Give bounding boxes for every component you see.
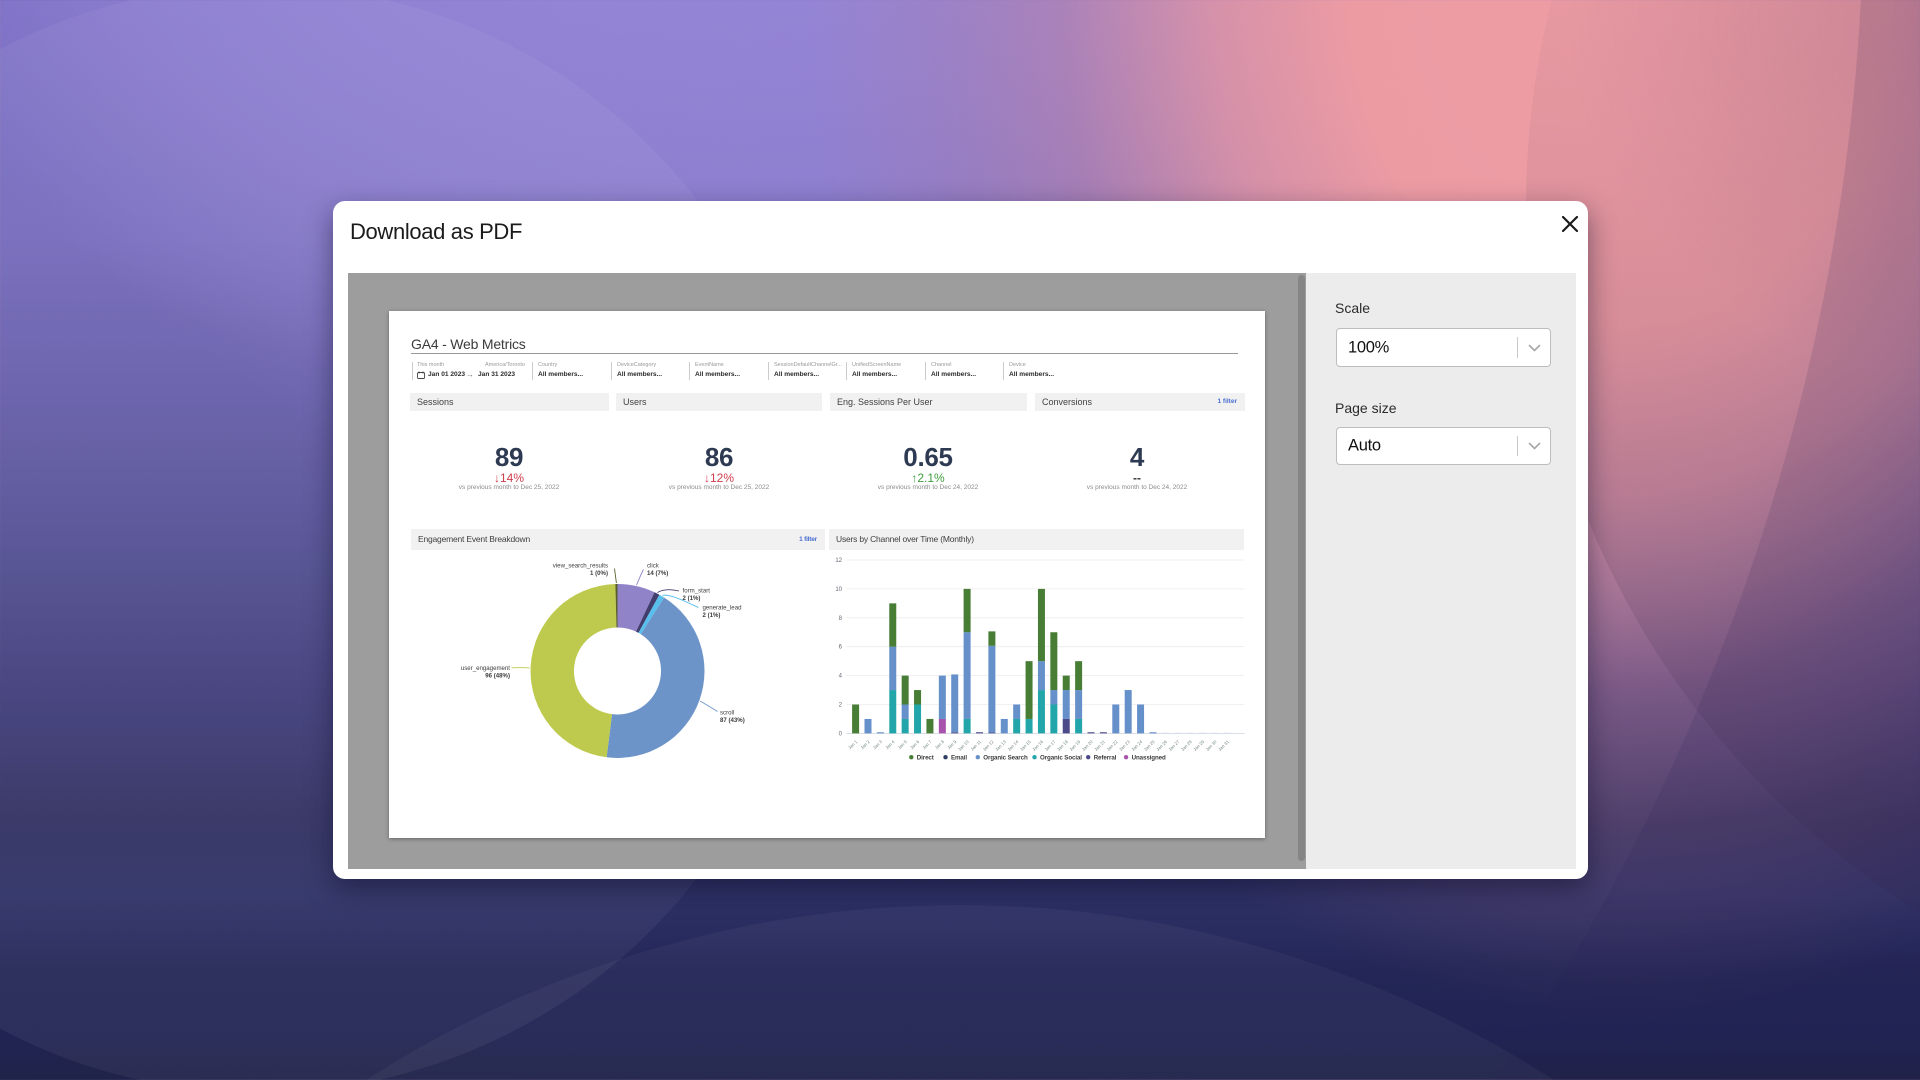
svg-text:Jan 20: Jan 20 [1081,739,1094,752]
svg-text:view_search_results: view_search_results [553,563,608,570]
svg-text:Jan 10: Jan 10 [957,739,970,752]
svg-text:0: 0 [839,731,843,737]
svg-text:click: click [647,563,660,570]
svg-text:Jan 8: Jan 8 [934,739,946,751]
svg-text:2 (1%): 2 (1%) [683,595,701,602]
svg-text:Jan 11: Jan 11 [970,739,983,752]
svg-text:Jan 16: Jan 16 [1031,739,1044,752]
svg-text:Jan 4: Jan 4 [884,739,896,751]
svg-text:Jan 9: Jan 9 [946,739,958,751]
svg-text:87 (43%): 87 (43%) [720,717,745,724]
svg-text:form_start: form_start [683,588,711,595]
svg-text:Jan 26: Jan 26 [1155,739,1168,752]
svg-text:2 (1%): 2 (1%) [703,612,721,619]
svg-text:generate_lead: generate_lead [703,605,742,612]
svg-text:Direct: Direct [917,754,934,761]
svg-text:Jan 5: Jan 5 [897,739,909,751]
svg-text:Jan 17: Jan 17 [1044,739,1057,752]
svg-text:scroll: scroll [720,710,734,717]
svg-text:Referral: Referral [1094,754,1117,761]
svg-text:Jan 1: Jan 1 [847,739,859,751]
svg-text:2: 2 [839,703,843,709]
svg-text:4: 4 [839,674,843,680]
svg-text:Organic Social: Organic Social [1040,754,1082,761]
svg-text:Jan 13: Jan 13 [994,739,1007,752]
svg-text:96 (48%): 96 (48%) [485,673,510,680]
svg-text:Jan 2: Jan 2 [860,739,872,751]
svg-text:12: 12 [835,558,842,564]
svg-text:Jan 30: Jan 30 [1205,739,1218,752]
svg-text:Jan 12: Jan 12 [982,739,995,752]
svg-text:Jan 7: Jan 7 [921,739,933,751]
svg-text:Jan 24: Jan 24 [1130,739,1143,752]
svg-text:Jan 15: Jan 15 [1019,739,1032,752]
svg-text:Unassigned: Unassigned [1132,754,1166,761]
svg-text:1 (0%): 1 (0%) [590,570,608,577]
svg-text:Jan 18: Jan 18 [1056,739,1069,752]
svg-text:Email: Email [951,754,967,761]
svg-text:Jan 3: Jan 3 [872,739,884,751]
svg-text:8: 8 [839,616,843,622]
svg-text:Jan 29: Jan 29 [1192,739,1205,752]
svg-text:6: 6 [839,645,843,651]
svg-text:user_engagement: user_engagement [461,665,510,672]
svg-text:Jan 22: Jan 22 [1106,739,1119,752]
svg-text:Jan 14: Jan 14 [1007,739,1020,752]
svg-text:Jan 21: Jan 21 [1093,739,1106,752]
svg-text:Jan 28: Jan 28 [1180,739,1193,752]
svg-text:10: 10 [835,587,842,593]
svg-text:Jan 31: Jan 31 [1217,739,1230,752]
svg-text:Jan 25: Jan 25 [1143,739,1156,752]
svg-text:Organic Search: Organic Search [983,754,1028,761]
svg-text:Jan 23: Jan 23 [1118,739,1131,752]
svg-text:Jan 19: Jan 19 [1068,739,1081,752]
svg-text:Jan 6: Jan 6 [909,739,921,751]
svg-text:Jan 27: Jan 27 [1168,739,1181,752]
svg-text:14 (7%): 14 (7%) [647,570,668,577]
